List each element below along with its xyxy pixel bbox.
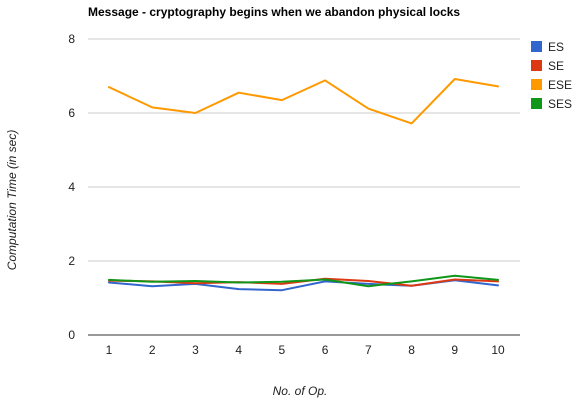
data-point: [193, 279, 197, 283]
x-tick-label: 4: [235, 343, 242, 357]
x-tick-label: 9: [451, 343, 458, 357]
data-point: [366, 106, 370, 110]
legend: ES SE ESE SES: [531, 40, 572, 111]
legend-swatch-es: [531, 41, 542, 52]
x-tick-label: 2: [149, 343, 156, 357]
data-point: [366, 279, 370, 283]
legend-label-ses: SES: [548, 97, 572, 111]
legend-label-es: ES: [548, 40, 564, 54]
series-ses: [107, 274, 500, 288]
data-point: [107, 278, 111, 282]
x-tick-label: 1: [106, 343, 113, 357]
y-tick-label: 0: [68, 328, 75, 342]
y-axis-ticks: 0 2 4 6 8: [68, 32, 75, 342]
data-point: [453, 77, 457, 81]
data-point: [280, 288, 284, 292]
data-point: [323, 277, 327, 281]
legend-swatch-se: [531, 60, 542, 71]
y-tick-label: 4: [68, 180, 75, 194]
data-point: [193, 111, 197, 115]
data-point: [236, 280, 240, 284]
legend-swatch-ese: [531, 79, 542, 90]
y-tick-label: 8: [68, 32, 75, 46]
data-point: [366, 284, 370, 288]
legend-label-se: SE: [548, 59, 564, 73]
data-point: [280, 280, 284, 284]
grid: [88, 38, 520, 336]
data-point: [150, 105, 154, 109]
data-point: [409, 279, 413, 283]
series-lines: [107, 77, 500, 292]
x-tick-label: 8: [408, 343, 415, 357]
data-point: [496, 84, 500, 88]
data-point: [150, 280, 154, 284]
x-tick-label: 6: [322, 343, 329, 357]
data-point: [323, 78, 327, 82]
y-axis-label: Computation Time (in sec): [5, 130, 19, 271]
series-line-ese: [108, 78, 499, 125]
data-point: [453, 274, 457, 278]
x-axis-label: No. of Op.: [273, 384, 328, 398]
data-point: [236, 287, 240, 291]
series-line-ses: [108, 274, 499, 288]
chart-title: Message - cryptography begins when we ab…: [88, 5, 460, 19]
data-point: [496, 283, 500, 287]
series-ese: [107, 77, 500, 125]
x-tick-label: 10: [491, 343, 505, 357]
data-point: [280, 98, 284, 102]
x-tick-label: 5: [279, 343, 286, 357]
x-tick-label: 3: [192, 343, 199, 357]
legend-label-ese: ESE: [548, 78, 572, 92]
y-tick-label: 6: [68, 106, 75, 120]
x-axis-ticks: 1 2 3 4 5 6 7 8 9 10: [106, 343, 505, 357]
data-point: [409, 284, 413, 288]
data-point: [150, 284, 154, 288]
data-point: [409, 121, 413, 125]
y-tick-label: 2: [68, 254, 75, 268]
x-tick-label: 7: [365, 343, 372, 357]
data-point: [107, 85, 111, 89]
data-point: [496, 278, 500, 282]
data-point: [236, 90, 240, 94]
legend-swatch-ses: [531, 98, 542, 109]
